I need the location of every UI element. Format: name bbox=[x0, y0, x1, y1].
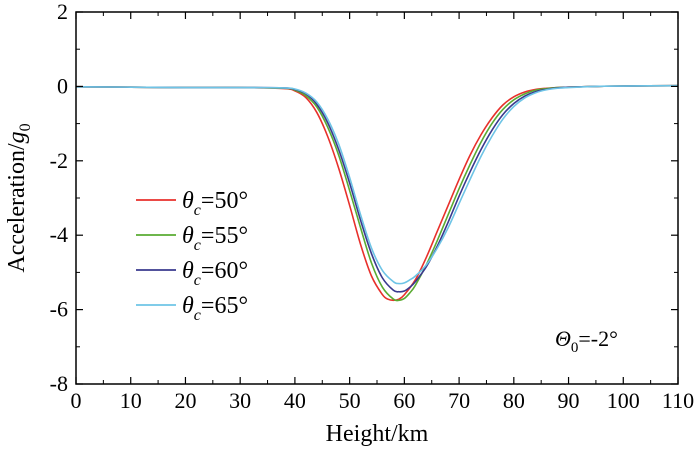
legend-subscript: c bbox=[194, 307, 201, 324]
y-axis-ticks: 2 0 -2 -4 -6 -8 bbox=[50, 0, 678, 396]
legend-label: θc=65° bbox=[182, 293, 248, 324]
x-tick-label: 50 bbox=[339, 388, 361, 413]
legend-value: =65° bbox=[201, 293, 248, 319]
x-tick-label: 80 bbox=[503, 388, 525, 413]
y-tick-label: -2 bbox=[50, 148, 68, 173]
y-tick-label: -6 bbox=[50, 297, 68, 322]
theta0-annotation: Θ0=-2° bbox=[555, 326, 618, 356]
legend-symbol: θ bbox=[182, 258, 194, 284]
legend-label: θc=55° bbox=[182, 223, 248, 254]
x-tick-label: 110 bbox=[662, 388, 694, 413]
y-axis-title-subscript: 0 bbox=[17, 123, 34, 131]
x-axis-title: Height/km bbox=[326, 421, 429, 447]
legend: θc=50°θc=55°θc=60°θc=65° bbox=[136, 188, 248, 324]
legend-value: =55° bbox=[201, 223, 248, 249]
x-tick-label: 100 bbox=[607, 388, 640, 413]
x-tick-label: 0 bbox=[71, 388, 82, 413]
series-layer bbox=[75, 84, 679, 302]
x-axis-ticks: 0 10 20 30 40 50 60 70 80 90 100 110 bbox=[71, 12, 694, 413]
legend-symbol: θ bbox=[182, 293, 194, 319]
series-line bbox=[75, 84, 679, 285]
annotation-subscript: 0 bbox=[571, 340, 579, 356]
y-tick-label: -4 bbox=[50, 222, 68, 247]
x-tick-label: 40 bbox=[284, 388, 306, 413]
legend-value: =60° bbox=[201, 258, 248, 284]
legend-subscript: c bbox=[194, 237, 201, 254]
legend-label: θc=50° bbox=[182, 188, 248, 219]
x-tick-label: 10 bbox=[120, 388, 142, 413]
y-axis-title: Acceleration/g0 bbox=[4, 123, 34, 272]
series-line bbox=[75, 84, 679, 302]
legend-symbol: θ bbox=[182, 188, 194, 214]
y-axis-title-prefix: Acceleration/ bbox=[4, 143, 30, 273]
x-tick-label: 70 bbox=[448, 388, 470, 413]
x-tick-label: 30 bbox=[229, 388, 251, 413]
legend-label: θc=60° bbox=[182, 258, 248, 289]
legend-value: =50° bbox=[201, 188, 248, 214]
annotation-symbol: Θ bbox=[555, 326, 571, 351]
y-tick-label: 0 bbox=[57, 73, 68, 98]
plot-area bbox=[76, 12, 678, 384]
legend-subscript: c bbox=[194, 202, 201, 219]
x-tick-label: 20 bbox=[174, 388, 196, 413]
y-tick-label: -8 bbox=[50, 371, 68, 396]
y-axis-title-symbol: g bbox=[4, 131, 30, 143]
annotation-value: =-2° bbox=[578, 326, 618, 351]
legend-symbol: θ bbox=[182, 223, 194, 249]
legend-subscript: c bbox=[194, 272, 201, 289]
x-tick-label: 90 bbox=[558, 388, 580, 413]
y-tick-label: 2 bbox=[57, 0, 68, 24]
x-tick-label: 60 bbox=[393, 388, 415, 413]
